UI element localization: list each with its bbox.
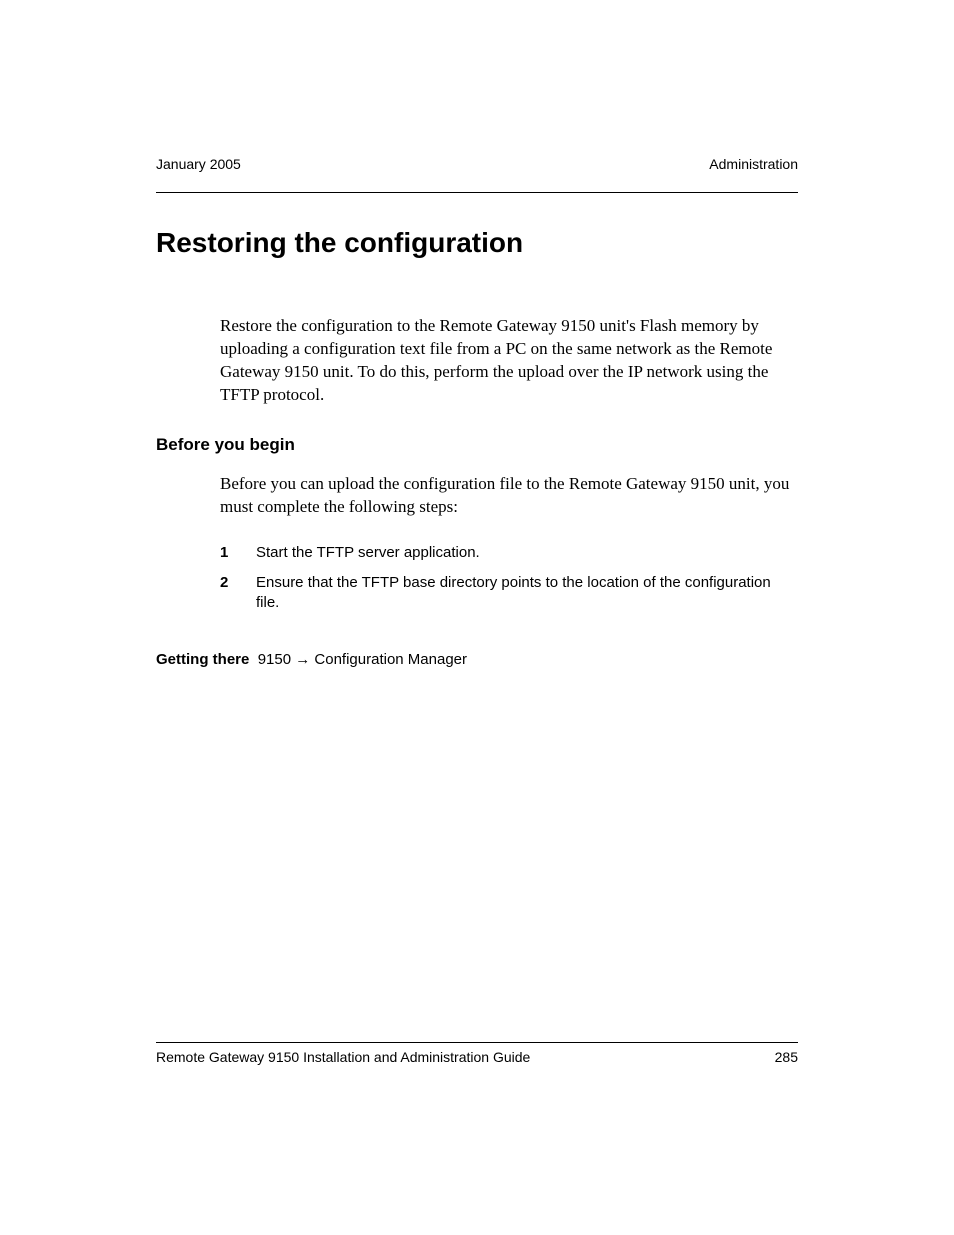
before-lead: Before you can upload the configuration … bbox=[220, 473, 798, 519]
step-text: Start the TFTP server application. bbox=[256, 543, 798, 563]
header-section: Administration bbox=[709, 156, 798, 172]
page-footer: Remote Gateway 9150 Installation and Adm… bbox=[156, 1042, 798, 1065]
getting-there-prefix: 9150 bbox=[258, 651, 291, 668]
before-heading: Before you begin bbox=[156, 435, 798, 455]
page-number: 285 bbox=[775, 1049, 798, 1065]
arrow-icon: → bbox=[295, 651, 310, 668]
step-number: 2 bbox=[220, 573, 256, 614]
footer-rule bbox=[156, 1042, 798, 1043]
step-row: 2 Ensure that the TFTP base directory po… bbox=[220, 573, 798, 614]
step-text: Ensure that the TFTP base directory poin… bbox=[256, 573, 798, 614]
intro-paragraph: Restore the configuration to the Remote … bbox=[220, 315, 798, 407]
getting-there-label: Getting there bbox=[156, 651, 249, 668]
header-rule bbox=[156, 192, 798, 193]
step-row: 1 Start the TFTP server application. bbox=[220, 543, 798, 563]
header-date: January 2005 bbox=[156, 156, 241, 172]
getting-there-suffix: Configuration Manager bbox=[314, 651, 467, 668]
page-title: Restoring the configuration bbox=[156, 227, 798, 259]
footer-title: Remote Gateway 9150 Installation and Adm… bbox=[156, 1049, 530, 1065]
steps-list: 1 Start the TFTP server application. 2 E… bbox=[220, 543, 798, 614]
step-number: 1 bbox=[220, 543, 256, 563]
getting-there: Getting there 9150 → Configuration Manag… bbox=[156, 651, 798, 668]
